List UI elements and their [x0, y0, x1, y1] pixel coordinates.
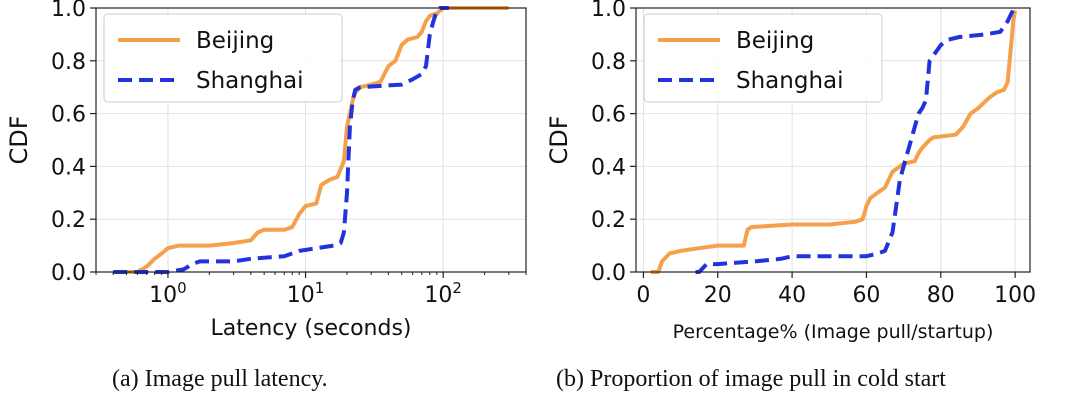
caption-a: (a) Image pull latency.: [112, 366, 328, 392]
x-tick-label: 100: [994, 283, 1036, 308]
y-tick-label: 1.0: [51, 0, 86, 22]
chart-b: 0.0 0.2 0.4 0.6 0.8 1.0 0 20 40 60 80 100Percentage…: [545, 0, 1036, 343]
y-tick-label: 0.2: [51, 208, 86, 233]
x-axis-label: Percentage% (Image pull/startup): [673, 321, 994, 343]
x-tick-label: 40: [778, 283, 806, 308]
legend-label-beijing: Beijing: [196, 28, 274, 54]
series-line-beijing: [113, 6, 509, 274]
x-tick-label: 0: [636, 283, 650, 308]
y-tick-label: 0.0: [51, 261, 86, 286]
x-axis-label: Latency (seconds): [210, 316, 411, 341]
x-tick-label: 20: [704, 283, 732, 308]
series-line-shanghai: [113, 6, 449, 274]
x-tick-label: 80: [927, 283, 955, 308]
y-tick-label: 0.8: [51, 50, 86, 75]
y-tick-label: 0.6: [591, 103, 626, 128]
legend-label-beijing: Beijing: [736, 28, 814, 54]
x-tick-label: 102: [424, 279, 462, 308]
x-tick-label: 60: [852, 283, 880, 308]
chart-a: 0.0 0.2 0.4 0.6 0.8 1.0 100 101 102 Latency (seco…: [5, 0, 527, 341]
x-tick-label: 100: [149, 279, 187, 308]
y-tick-label: 1.0: [591, 0, 626, 22]
x-tick-label: 101: [287, 279, 325, 308]
y-tick-label: 0.2: [591, 208, 626, 233]
legend-label-shanghai: Shanghai: [736, 68, 844, 94]
series-line-beijing: [650, 10, 1018, 274]
y-axis-label: CDF: [545, 115, 573, 164]
plot-frame: [95, 7, 527, 273]
caption-b: (b) Proportion of image pull in cold sta…: [556, 366, 946, 392]
y-tick-label: 0.6: [51, 103, 86, 128]
plot-frame: [635, 7, 1031, 273]
series-line-shanghai: [695, 6, 1017, 274]
y-tick-label: 0.0: [591, 261, 626, 286]
y-axis-label: CDF: [5, 115, 33, 164]
legend-label-shanghai: Shanghai: [196, 68, 304, 94]
y-tick-label: 0.8: [591, 50, 626, 75]
y-tick-label: 0.4: [591, 155, 626, 180]
y-tick-label: 0.4: [51, 155, 86, 180]
